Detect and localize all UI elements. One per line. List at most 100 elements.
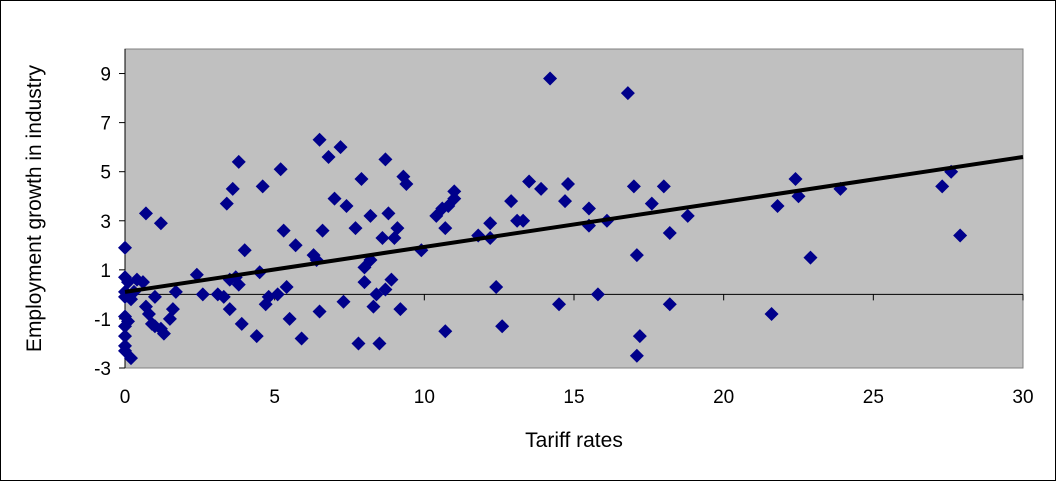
- data-point: [273, 162, 288, 177]
- data-point: [312, 132, 327, 147]
- data-point: [327, 191, 342, 206]
- data-point: [168, 284, 183, 299]
- data-point: [222, 302, 237, 317]
- y-tick-label: 3: [100, 212, 111, 233]
- data-point: [189, 267, 204, 282]
- x-tick-label: 30: [1012, 387, 1033, 408]
- data-point: [255, 179, 270, 194]
- x-axis: 0 5 10 15 20 25 30: [120, 293, 1034, 408]
- data-point: [288, 238, 303, 253]
- data-point: [348, 221, 363, 236]
- data-point: [590, 287, 605, 302]
- data-point: [662, 297, 677, 312]
- data-point: [231, 154, 246, 169]
- data-point: [522, 174, 537, 189]
- trendline: [124, 154, 1024, 294]
- data-point: [234, 316, 249, 331]
- y-axis-label: Employment growth in industry: [23, 64, 46, 352]
- data-point: [504, 194, 519, 209]
- data-point: [495, 319, 510, 334]
- data-point: [216, 289, 231, 304]
- data-point: [333, 140, 348, 155]
- data-point: [447, 191, 462, 206]
- y-tick-label: -1: [94, 310, 111, 331]
- data-point: [270, 287, 285, 302]
- data-point: [375, 230, 390, 245]
- data-point: [438, 221, 453, 236]
- data-point: [282, 311, 297, 326]
- data-point: [656, 179, 671, 194]
- data-point: [534, 181, 549, 196]
- data-point: [378, 152, 393, 167]
- data-point: [153, 216, 168, 231]
- data-point: [561, 176, 576, 191]
- data-point: [935, 179, 950, 194]
- data-point: [390, 221, 405, 236]
- y-axis: -3 -1 1 3 5 7 9: [94, 49, 126, 380]
- data-point: [632, 329, 647, 344]
- data-point: [351, 336, 366, 351]
- y-tick-label: 1: [100, 261, 111, 282]
- data-point: [321, 149, 336, 164]
- x-axis-label: Tariff rates: [525, 429, 623, 452]
- data-point: [680, 208, 695, 223]
- y-tick-label: 5: [100, 163, 111, 184]
- data-point: [357, 275, 372, 290]
- data-point: [620, 86, 635, 101]
- data-point: [120, 314, 135, 329]
- x-tick-label: 10: [414, 387, 435, 408]
- data-point: [372, 336, 387, 351]
- data-point: [788, 172, 803, 187]
- x-tick-label: 5: [269, 387, 280, 408]
- data-point: [378, 282, 393, 297]
- data-point: [483, 216, 498, 231]
- data-point: [662, 226, 677, 241]
- x-tick-label: 25: [863, 387, 884, 408]
- data-point: [447, 184, 462, 199]
- x-tick-label: 15: [563, 387, 584, 408]
- y-tick-label: 9: [100, 65, 111, 86]
- data-point: [225, 181, 240, 196]
- data-point: [147, 289, 162, 304]
- data-point: [195, 287, 210, 302]
- data-point: [516, 213, 531, 228]
- data-point: [339, 199, 354, 214]
- x-tick-label: 20: [713, 387, 734, 408]
- data-point: [354, 172, 369, 187]
- data-point: [249, 329, 264, 344]
- data-point: [803, 250, 818, 265]
- data-point: [381, 206, 396, 221]
- data-point: [118, 329, 132, 344]
- data-point: [764, 307, 779, 322]
- data-point: [393, 302, 408, 317]
- data-point: [315, 223, 330, 238]
- data-point: [276, 223, 291, 238]
- data-point: [312, 304, 327, 319]
- data-point: [770, 199, 785, 214]
- data-point: [123, 351, 138, 366]
- data-point: [231, 277, 246, 292]
- plot-area: [124, 48, 1024, 369]
- data-point: [489, 280, 504, 295]
- x-tick-label: 0: [120, 387, 131, 408]
- data-point: [118, 240, 132, 255]
- data-point: [237, 243, 252, 258]
- data-point: [135, 275, 150, 290]
- data-point: [384, 272, 399, 287]
- data-point: [629, 248, 644, 263]
- data-point: [366, 299, 381, 314]
- data-point: [138, 206, 153, 221]
- data-point: [156, 326, 171, 341]
- data-point: [294, 331, 309, 346]
- data-point: [543, 71, 558, 86]
- data-point: [336, 294, 351, 309]
- data-point: [399, 176, 414, 191]
- data-point: [279, 280, 294, 295]
- data-point: [552, 297, 567, 312]
- data-point: [558, 194, 573, 209]
- data-point: [644, 196, 659, 211]
- y-tick-label: -3: [94, 359, 111, 380]
- data-point: [363, 208, 378, 223]
